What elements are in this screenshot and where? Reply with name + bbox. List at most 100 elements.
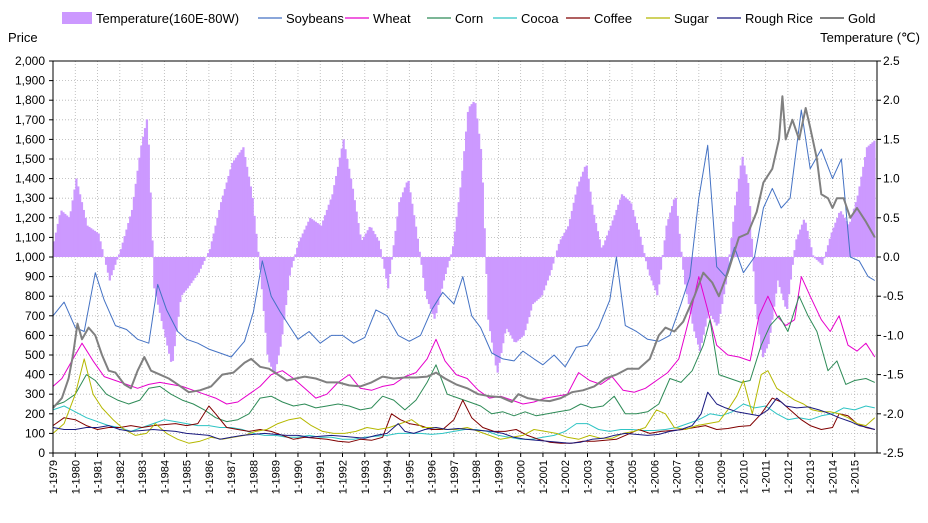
temperature-bar	[826, 245, 830, 257]
temperature-bar	[299, 237, 303, 257]
x-tick-label: 1-1995	[404, 460, 416, 494]
temperature-bar	[611, 220, 614, 257]
temperature-bar	[69, 211, 72, 257]
temperature-bar	[802, 219, 806, 257]
temperature-bar	[140, 145, 143, 257]
temperature-bar	[773, 257, 776, 307]
temperature-bar	[361, 240, 364, 257]
temperature-bar	[856, 195, 859, 257]
temperature-bar	[568, 219, 572, 257]
temperature-bar	[531, 257, 535, 305]
temperature-bar	[418, 251, 421, 257]
temperature-bar	[756, 257, 759, 320]
temperature-bar	[240, 149, 243, 257]
temperature-bar	[782, 257, 785, 301]
temperature-bar	[208, 249, 212, 257]
temperature-bar	[843, 217, 846, 257]
temperature-bar	[711, 257, 715, 320]
left-tick-label: 1,500	[15, 152, 45, 166]
temperature-bar	[403, 187, 407, 257]
temperature-bar	[281, 257, 284, 335]
x-tick-label: 1-1989	[271, 460, 283, 494]
temperature-bar	[450, 254, 453, 257]
temperature-bar	[255, 233, 258, 257]
temperature-bar	[275, 257, 278, 365]
x-tick-label: 1-2008	[694, 460, 706, 494]
temperature-bar	[771, 257, 774, 320]
temperature-bar	[650, 257, 653, 281]
temperature-bar	[359, 234, 362, 257]
temperature-bar	[353, 200, 356, 257]
temperature-bar	[201, 257, 204, 265]
temperature-bar	[411, 203, 414, 257]
temperature-bar	[91, 229, 95, 257]
temperature-bar	[396, 216, 399, 257]
temperature-bar	[474, 103, 477, 257]
temperature-bar	[472, 101, 475, 257]
temperature-bar	[535, 257, 538, 301]
temperature-bar	[266, 257, 269, 355]
temperature-bar	[500, 257, 503, 354]
temperature-bar	[747, 182, 750, 257]
temperature-bar	[622, 195, 626, 257]
temperature-bar	[283, 257, 286, 320]
left-axis-label: Price	[8, 30, 38, 45]
temperature-bar	[288, 257, 291, 276]
temperature-bar	[786, 257, 789, 309]
temperature-bar	[247, 176, 251, 257]
legend-label: Wheat	[373, 11, 411, 26]
temperature-bar	[420, 257, 423, 265]
temperature-bar	[108, 257, 111, 281]
temperature-bar	[748, 206, 752, 257]
temperature-bar	[307, 221, 310, 257]
temperature-bar	[344, 149, 347, 257]
temperature-bar	[479, 148, 483, 257]
legend-label: Coffee	[594, 11, 632, 26]
temperature-bar	[453, 231, 457, 257]
temperature-bar	[75, 178, 78, 257]
right-tick-label: -0.5	[883, 289, 904, 303]
temperature-bar	[639, 236, 642, 257]
temperature-bar	[632, 209, 635, 257]
temperature-bar	[505, 257, 509, 329]
temperature-bar	[427, 257, 431, 305]
temperature-bar	[555, 250, 559, 257]
temperature-bar	[680, 251, 683, 257]
temperature-bar	[587, 178, 590, 257]
temperature-bar	[349, 178, 353, 257]
temperature-bar	[422, 257, 425, 278]
temperature-bar	[607, 230, 611, 257]
temperature-bar	[704, 257, 707, 327]
left-tick-label: 1,400	[15, 172, 45, 186]
temperature-bar	[849, 221, 852, 257]
temperature-bar	[813, 257, 817, 259]
temperature-bar	[741, 156, 744, 257]
temperature-bar	[511, 257, 514, 339]
x-tick-label: 1-2005	[627, 460, 639, 494]
temperature-bar	[515, 257, 518, 343]
temperature-bar	[184, 257, 188, 291]
temperature-bar	[533, 257, 536, 303]
temperature-bar	[342, 139, 345, 257]
temperature-bar	[537, 257, 540, 300]
temperature-bar	[162, 257, 165, 330]
temperature-bar	[654, 257, 657, 291]
temperature-bar	[795, 239, 798, 257]
temperature-bar	[581, 171, 585, 257]
temperature-bar	[194, 257, 197, 278]
temperature-bar	[821, 257, 824, 265]
temperature-bar	[522, 257, 525, 336]
temperature-bar	[576, 186, 579, 257]
temperature-bar	[572, 202, 575, 257]
temperature-bar	[682, 257, 685, 270]
temperature-bar	[466, 111, 470, 258]
temperature-bar	[735, 191, 739, 257]
legend-label: Soybeans	[286, 11, 344, 26]
temperature-bar	[93, 230, 97, 257]
temperature-bar	[830, 232, 833, 257]
temperature-bar	[598, 239, 601, 257]
temperature-bar	[379, 249, 382, 257]
temperature-bar	[305, 225, 308, 257]
temperature-bar	[220, 202, 223, 257]
temperature-bar	[318, 224, 321, 257]
